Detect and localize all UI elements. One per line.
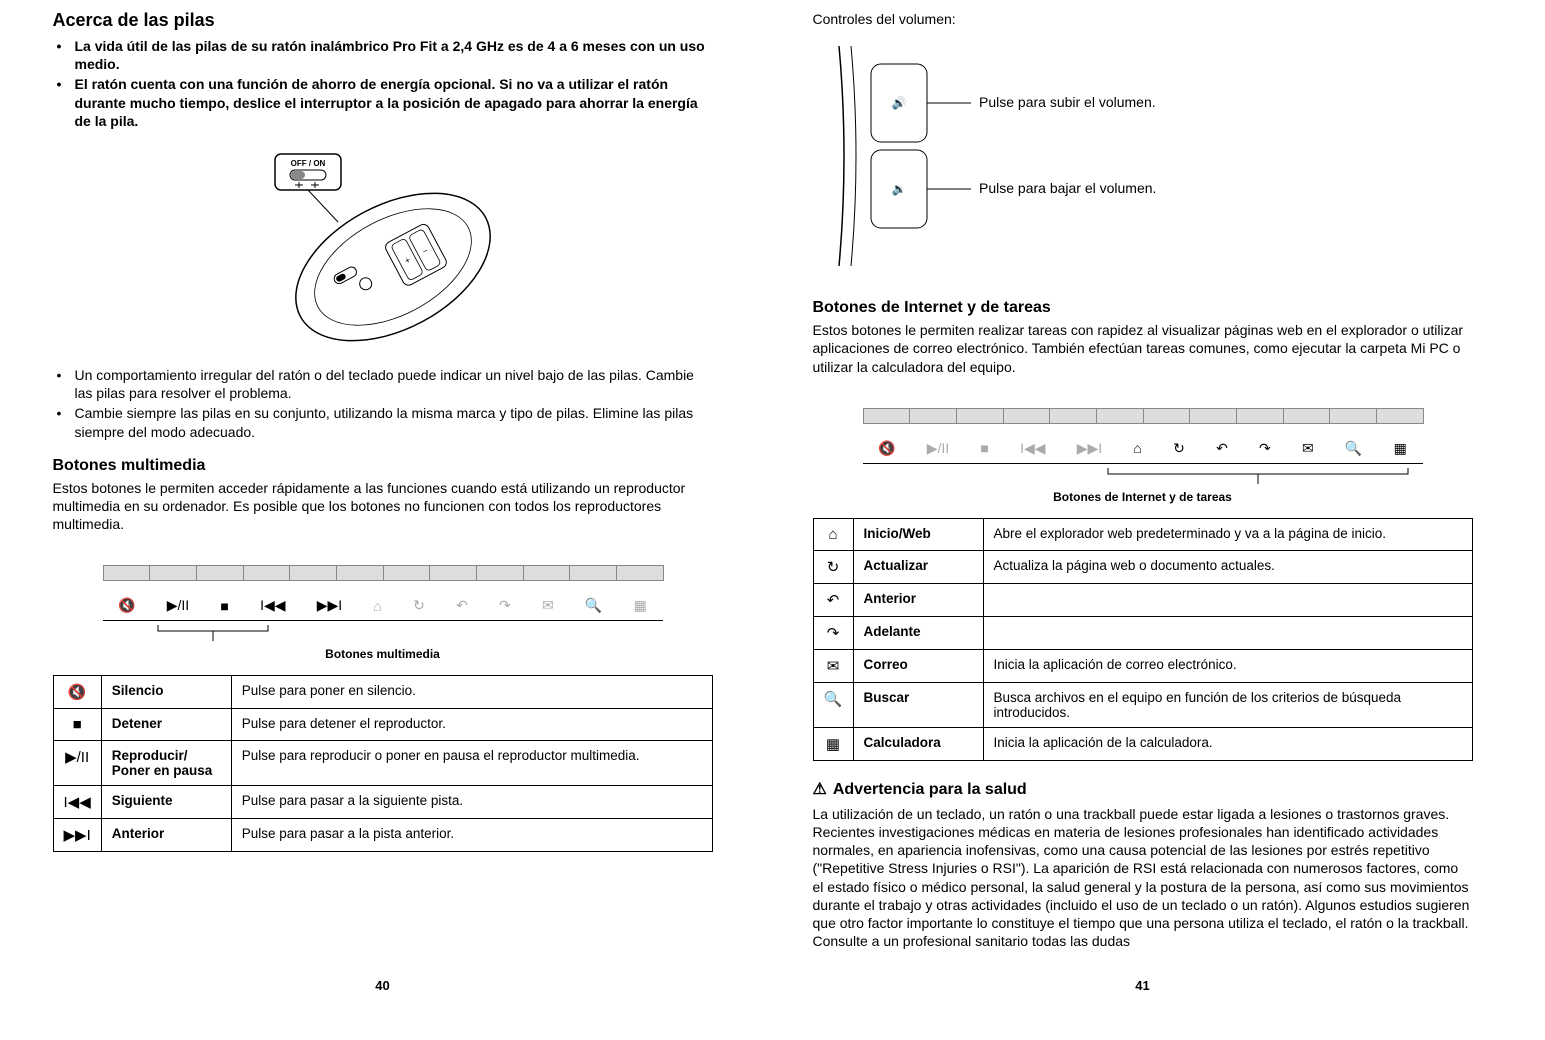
key-icons: 🔇▶/II■I◀◀▶▶I⌂↻↶↷✉🔍▦ (863, 434, 1423, 463)
bracket-it (813, 468, 1473, 486)
desc-cell: Inicia la aplicación de la calculadora. (983, 727, 1472, 760)
bullet: La vida útil de las pilas de su ratón in… (53, 37, 713, 73)
name-cell: Buscar (853, 682, 983, 727)
bullet: Un comportamiento irregular del ratón o … (53, 366, 713, 402)
desc-cell: Pulse para pasar a la pista anterior. (231, 819, 712, 852)
desc-cell: Pulse para reproducir o poner en pausa e… (231, 741, 712, 786)
it-callout-label: Botones de Internet y de tareas (813, 490, 1473, 504)
vol-down-label: Pulse para bajar el volumen. (979, 180, 1156, 196)
table-row: I◀◀SiguientePulse para pasar a la siguie… (53, 786, 712, 819)
it-heading: Botones de Internet y de tareas (813, 299, 1473, 317)
icon-cell: ▦ (813, 727, 853, 760)
table-row: ⌂Inicio/WebAbre el explorador web predet… (813, 518, 1472, 550)
desc-cell: Actualiza la página web o documento actu… (983, 550, 1472, 583)
table-row: ✉CorreoInicia la aplicación de correo el… (813, 649, 1472, 682)
volume-figure: 🔊 🔉 Pulse para subir el volumen. Pulse p… (831, 46, 1473, 271)
icon-cell: ↻ (813, 550, 853, 583)
table-row: ↷Adelante (813, 616, 1472, 649)
page-41: Controles del volumen: 🔊 🔉 Pulse para su… (783, 10, 1503, 993)
switch-label: OFF / ON (290, 159, 325, 168)
icon-cell: I◀◀ (53, 786, 101, 819)
it-intro: Estos botones le permiten realizar tarea… (813, 321, 1473, 376)
desc-cell: Pulse para pasar a la siguiente pista. (231, 786, 712, 819)
table-row: 🔇SilencioPulse para poner en silencio. (53, 676, 712, 709)
name-cell: Actualizar (853, 550, 983, 583)
icon-cell: ↶ (813, 583, 853, 616)
table-row: 🔍BuscarBusca archivos en el equipo en fu… (813, 682, 1472, 727)
desc-cell (983, 616, 1472, 649)
mm-table: 🔇SilencioPulse para poner en silencio.■D… (53, 675, 713, 852)
name-cell: Anterior (853, 583, 983, 616)
name-cell: Silencio (101, 676, 231, 709)
vol-up-label: Pulse para subir el volumen. (979, 94, 1156, 110)
name-cell: Correo (853, 649, 983, 682)
name-cell: Calculadora (853, 727, 983, 760)
mm-heading: Botones multimedia (53, 457, 713, 475)
mm-callout-label: Botones multimedia (53, 647, 713, 661)
icon-cell: ✉ (813, 649, 853, 682)
page-number-40: 40 (53, 958, 713, 993)
svg-text:🔉: 🔉 (891, 182, 906, 196)
mm-intro: Estos botones le permiten acceder rápida… (53, 479, 713, 534)
desc-cell: Inicia la aplicación de correo electróni… (983, 649, 1472, 682)
svg-text:🔊: 🔊 (891, 95, 906, 110)
desc-cell (983, 583, 1472, 616)
health-warning-body: La utilización de un teclado, un ratón o… (813, 805, 1473, 951)
table-row: ■DetenerPulse para detener el reproducto… (53, 709, 712, 741)
desc-cell: Pulse para poner en silencio. (231, 676, 712, 709)
name-cell: Adelante (853, 616, 983, 649)
volume-heading: Controles del volumen: (813, 10, 1473, 28)
bullet: Cambie siempre las pilas en su conjunto,… (53, 404, 713, 440)
icon-cell: ⌂ (813, 518, 853, 550)
keyboard-strip-it: 🔇▶/II■I◀◀▶▶I⌂↻↶↷✉🔍▦ (863, 408, 1423, 464)
table-row: ▶▶IAnteriorPulse para pasar a la pista a… (53, 819, 712, 852)
table-row: ↻ActualizarActualiza la página web o doc… (813, 550, 1472, 583)
icon-cell: 🔍 (813, 682, 853, 727)
mouse-figure: OFF / ON (53, 152, 713, 352)
icon-cell: 🔇 (53, 676, 101, 709)
table-row: ↶Anterior (813, 583, 1472, 616)
icon-cell: ▶/II (53, 741, 101, 786)
table-row: ▶/IIReproducir/Poner en pausaPulse para … (53, 741, 712, 786)
desc-cell: Abre el explorador web predeterminado y … (983, 518, 1472, 550)
health-warning-heading: Advertencia para la salud (813, 779, 1473, 799)
battery-bullets-1: La vida útil de las pilas de su ratón in… (53, 37, 713, 132)
page-spread: Acerca de las pilas La vida útil de las … (23, 10, 1523, 993)
table-row: ▦CalculadoraInicia la aplicación de la c… (813, 727, 1472, 760)
keyboard-strip-mm: 🔇▶/II■I◀◀▶▶I⌂↻↶↷✉🔍▦ (103, 565, 663, 621)
icon-cell: ■ (53, 709, 101, 741)
name-cell: Anterior (101, 819, 231, 852)
page-40: Acerca de las pilas La vida útil de las … (23, 10, 743, 993)
page-number-41: 41 (813, 958, 1473, 993)
key-icons: 🔇▶/II■I◀◀▶▶I⌂↻↶↷✉🔍▦ (103, 591, 663, 620)
desc-cell: Busca archivos en el equipo en función d… (983, 682, 1472, 727)
icon-cell: ▶▶I (53, 819, 101, 852)
bracket-mm (53, 625, 713, 643)
name-cell: Siguiente (101, 786, 231, 819)
battery-heading: Acerca de las pilas (53, 10, 713, 31)
desc-cell: Pulse para detener el reproductor. (231, 709, 712, 741)
bullet: El ratón cuenta con una función de ahorr… (53, 75, 713, 130)
battery-bullets-2: Un comportamiento irregular del ratón o … (53, 366, 713, 443)
name-cell: Reproducir/Poner en pausa (101, 741, 231, 786)
name-cell: Inicio/Web (853, 518, 983, 550)
it-table: ⌂Inicio/WebAbre el explorador web predet… (813, 518, 1473, 761)
name-cell: Detener (101, 709, 231, 741)
icon-cell: ↷ (813, 616, 853, 649)
